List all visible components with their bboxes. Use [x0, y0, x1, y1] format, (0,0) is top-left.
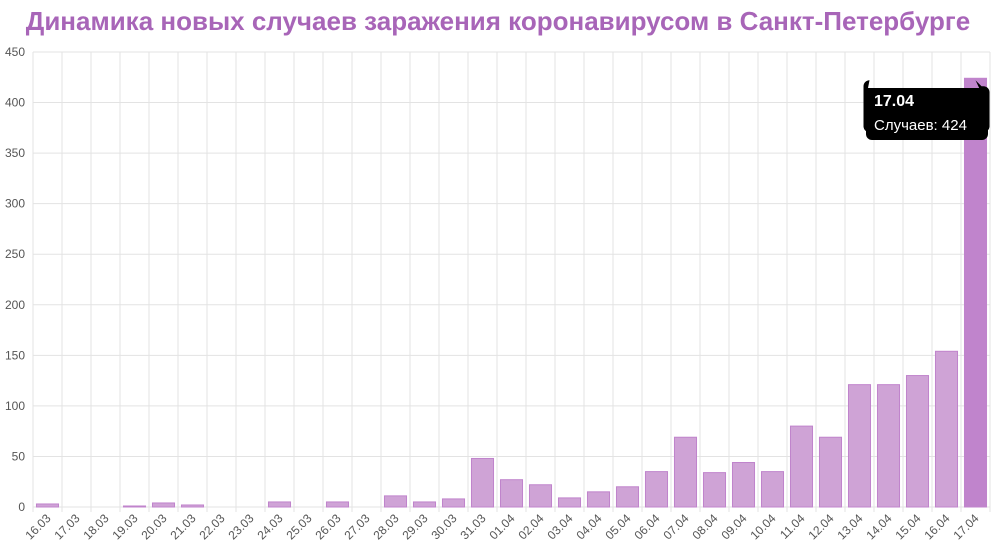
y-tick-label: 450 [5, 45, 25, 59]
y-tick-label: 250 [5, 247, 25, 261]
x-tick-label: 16.04 [921, 511, 952, 542]
x-tick-label: 28.03 [370, 511, 401, 542]
bar [615, 486, 640, 508]
bar [586, 491, 611, 508]
bar [731, 462, 756, 508]
x-tick-label: 17.04 [950, 511, 981, 542]
bar [876, 384, 901, 508]
bar [702, 472, 727, 508]
bar [818, 436, 843, 508]
x-tick-label: 01.04 [486, 511, 517, 542]
x-tick-label: 12.04 [805, 511, 836, 542]
bar [499, 479, 524, 508]
bar [441, 498, 466, 508]
x-tick-label: 22.03 [196, 511, 227, 542]
x-tick-label: 15.04 [892, 511, 923, 542]
x-tick-label: 17.03 [51, 511, 82, 542]
x-tick-label: 16.03 [22, 511, 53, 542]
x-tick-label: 24.03 [254, 511, 285, 542]
y-tick-label: 0 [18, 500, 25, 514]
y-tick-label: 400 [5, 96, 25, 110]
x-tick-label: 03.04 [544, 511, 575, 542]
x-tick-label: 25.03 [283, 511, 314, 542]
bar [325, 501, 350, 508]
bar [557, 497, 582, 508]
bar [905, 375, 930, 508]
bar [644, 471, 669, 508]
x-tick-label: 31.03 [457, 511, 488, 542]
x-tick-label: 26.03 [312, 511, 343, 542]
y-tick-label: 300 [5, 197, 25, 211]
x-tick-label: 04.04 [573, 511, 604, 542]
x-tick-label: 29.03 [399, 511, 430, 542]
x-tick-label: 13.04 [834, 511, 865, 542]
y-tick-label: 50 [12, 449, 26, 463]
x-tick-label: 30.03 [428, 511, 459, 542]
bar [470, 457, 495, 508]
bar [122, 505, 147, 508]
bar [789, 425, 814, 508]
x-tick-label: 23.03 [225, 511, 256, 542]
x-tick-label: 18.03 [80, 511, 111, 542]
bar [151, 502, 176, 508]
y-tick-label: 150 [5, 348, 25, 362]
x-tick-label: 11.04 [777, 511, 808, 542]
bar [267, 501, 292, 508]
bar [847, 384, 872, 508]
bar [412, 501, 437, 508]
tooltip-label: Случаев: 424 [874, 117, 967, 134]
bar [934, 350, 959, 508]
x-tick-label: 20.03 [138, 511, 169, 542]
tooltip-title: 17.04 [874, 93, 914, 110]
bar [963, 77, 988, 508]
x-tick-label: 19.03 [109, 511, 140, 542]
bar [673, 436, 698, 508]
x-tick-label: 07.04 [660, 511, 691, 542]
x-tick-label: 02.04 [515, 511, 546, 542]
y-tick-label: 100 [5, 399, 25, 413]
x-tick-label: 27.03 [341, 511, 372, 542]
bar [760, 471, 785, 508]
x-tick-label: 10.04 [747, 511, 778, 542]
bar [383, 495, 408, 508]
x-tick-label: 08.04 [689, 511, 720, 542]
y-tick-label: 350 [5, 146, 25, 160]
bar [528, 484, 553, 508]
bar [180, 504, 205, 508]
bar [35, 503, 60, 508]
tooltip-bg [866, 88, 988, 140]
x-tick-label: 14.04 [863, 511, 894, 542]
y-tick-label: 200 [5, 298, 25, 312]
x-tick-label: 06.04 [631, 511, 662, 542]
x-tick-label: 09.04 [718, 511, 749, 542]
chart-title: Динамика новых случаев заражения коронав… [26, 6, 970, 36]
x-tick-label: 21.03 [167, 511, 198, 542]
x-tick-label: 05.04 [602, 511, 633, 542]
tooltip: 17.04 Случаев: 424 [863, 80, 990, 140]
